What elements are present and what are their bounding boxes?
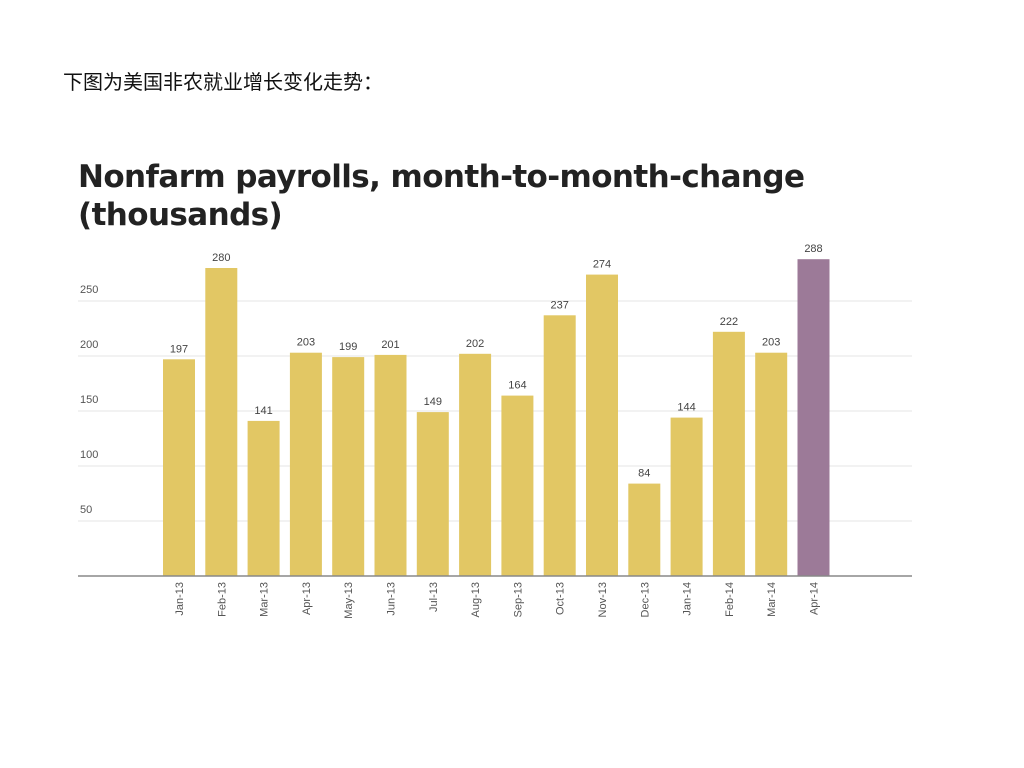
- bar: [332, 357, 365, 576]
- x-tick-label: Dec-13: [639, 582, 651, 617]
- bar: [501, 395, 534, 576]
- x-tick-label: Mar-13: [259, 582, 271, 617]
- x-tick-label: Oct-13: [555, 582, 567, 615]
- bar: [670, 417, 703, 576]
- x-tick-label: Aug-13: [470, 582, 482, 617]
- chart-title-line1: Nonfarm payrolls, month-to-month-change: [78, 159, 805, 195]
- data-label: 274: [593, 259, 611, 271]
- x-tick-label: Jan-14: [682, 582, 694, 616]
- chart-title-line2: (thousands): [78, 197, 283, 233]
- bar: [374, 354, 407, 576]
- x-tick-label: Mar-14: [766, 582, 778, 617]
- data-label: 203: [297, 337, 315, 349]
- chart-title: Nonfarm payrolls, month-to-month-change …: [78, 158, 805, 234]
- bar-layer: [163, 259, 830, 576]
- bar: [163, 359, 195, 576]
- bar: [586, 274, 618, 576]
- y-tick-label: 150: [80, 394, 98, 406]
- bar: [543, 315, 576, 576]
- y-tick-label: 250: [80, 284, 98, 296]
- x-tick-label: Jul-13: [428, 582, 440, 612]
- data-label: 222: [720, 316, 738, 328]
- x-tick-label: Feb-14: [724, 582, 736, 617]
- x-tick-label: Feb-13: [216, 582, 228, 617]
- label-layer: 50 100 150 200 250 197 Jan-13 280 Feb-13 141 Mar-1…: [80, 243, 823, 618]
- data-label: 288: [804, 243, 822, 255]
- data-label: 144: [677, 402, 695, 414]
- data-label: 201: [381, 339, 399, 351]
- x-tick-label: Jun-13: [386, 582, 398, 616]
- data-label: 280: [212, 252, 230, 264]
- bar: [289, 352, 322, 576]
- bar: [205, 268, 238, 576]
- data-label: 202: [466, 338, 484, 350]
- data-label: 237: [551, 299, 569, 311]
- bar: [755, 352, 788, 576]
- x-tick-label: Apr-13: [301, 582, 313, 615]
- bar-chart: 50 100 150 200 250 197 Jan-13 280 Feb-13 141 Mar-1…: [78, 158, 918, 638]
- bar: [628, 483, 661, 576]
- data-label: 197: [170, 343, 188, 355]
- data-label: 149: [424, 396, 442, 408]
- x-tick-label: Jan-13: [174, 582, 186, 616]
- x-tick-label: Sep-13: [512, 582, 524, 617]
- y-tick-label: 50: [80, 504, 92, 516]
- bar: [712, 331, 745, 576]
- x-tick-label: May-13: [343, 582, 355, 619]
- y-tick-label: 200: [80, 339, 98, 351]
- data-label: 141: [254, 405, 272, 417]
- bar: [797, 259, 830, 576]
- bar: [247, 420, 280, 576]
- page-caption: 下图为美国非农就业增长变化走势：: [63, 70, 383, 94]
- data-label: 203: [762, 337, 780, 349]
- chart-canvas: 50 100 150 200 250 197 Jan-13 280 Feb-13 141 Mar-1…: [78, 243, 912, 619]
- bar: [459, 353, 492, 576]
- x-tick-label: Apr-14: [809, 582, 821, 615]
- data-label: 199: [339, 341, 357, 353]
- x-tick-label: Nov-13: [597, 582, 609, 617]
- data-label: 164: [508, 380, 526, 392]
- y-tick-label: 100: [80, 449, 98, 461]
- data-label: 84: [638, 468, 650, 480]
- bar: [416, 412, 449, 576]
